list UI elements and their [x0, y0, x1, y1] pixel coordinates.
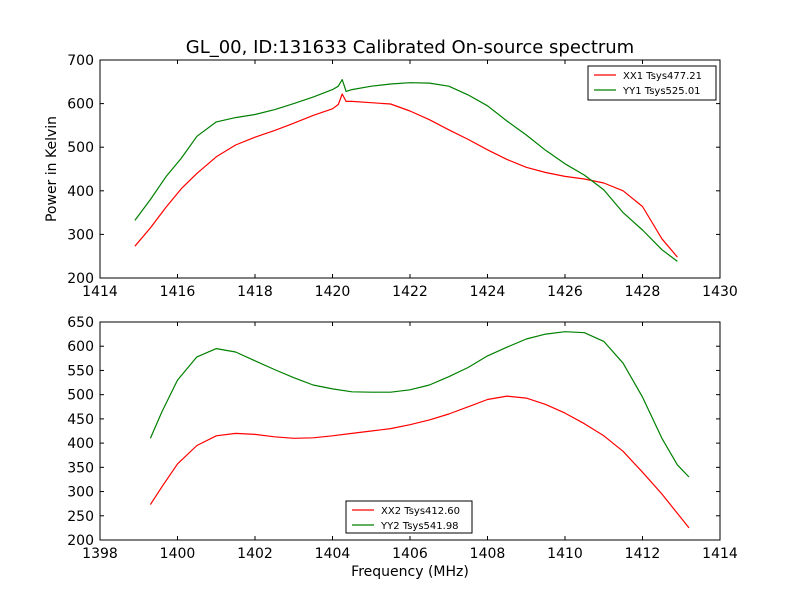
bottom-plot-panel: 1398 1400 1402 1404 1406 1408 1410 1412 1414 200 2…	[67, 315, 738, 562]
y-tick-label: 350	[67, 460, 94, 476]
series-line-2-1	[149, 395, 690, 529]
y-tick-label: 500	[67, 140, 94, 156]
y-tick-label: 300	[67, 485, 94, 501]
x-tick-label: 1430	[702, 284, 738, 300]
y-tick-label: 600	[67, 339, 94, 355]
x-tick-label: 1422	[392, 284, 428, 300]
y-tick-label: 250	[67, 509, 94, 525]
y-tick-label: 500	[67, 388, 94, 404]
y-tick-label: 450	[67, 412, 94, 428]
x-tick-label: 1424	[470, 284, 506, 300]
legend-entry: YY2 Tsys541.98	[380, 521, 459, 532]
x-tick-label: 1418	[237, 284, 273, 300]
legend-entry: XX1 Tsys477.21	[623, 71, 702, 82]
x-tick-label: 1426	[547, 284, 583, 300]
x-tick-label: 1404	[315, 546, 351, 562]
x-tick-label: 1398	[82, 546, 118, 562]
y-tick-label: 200	[67, 271, 94, 287]
series-line-1-2	[134, 78, 678, 262]
y-tick-label: 550	[67, 363, 94, 379]
x-tick-label: 1412	[625, 546, 661, 562]
y-tick-label: 200	[67, 533, 94, 549]
figure-title: GL_00, ID:131633 Calibrated On-source sp…	[186, 37, 634, 58]
x-tick-label: 1420	[315, 284, 351, 300]
x-tick-label: 1414	[702, 546, 738, 562]
x-tick-label: 1406	[392, 546, 428, 562]
legend-entry: XX2 Tsys412.60	[381, 506, 460, 517]
top-plot-panel: 1414 1416 1418 1420 1422 1424 1426 1428 1430 200 3…	[67, 53, 738, 300]
legend-box	[587, 65, 717, 101]
y-tick-label: 400	[67, 436, 94, 452]
y-tick-label: 300	[67, 227, 94, 243]
y-tick-label: 700	[67, 53, 94, 69]
y-axis-label: Power in Kelvin	[44, 116, 60, 222]
series-line-2-2	[149, 331, 690, 478]
x-tick-label: 1402	[237, 546, 273, 562]
x-tick-label: 1416	[160, 284, 196, 300]
legend: XX1 Tsys477.21 YY1 Tsys525.01	[587, 65, 717, 101]
x-tick-label: 1428	[625, 284, 661, 300]
y-tick-label: 600	[67, 97, 94, 113]
y-tick-label: 650	[67, 315, 94, 331]
y-tick-label: 400	[67, 184, 94, 200]
legend-box	[345, 500, 473, 534]
x-tick-label: 1400	[160, 546, 196, 562]
legend-entry: YY1 Tsys525.01	[622, 86, 701, 97]
legend: XX2 Tsys412.60 YY2 Tsys541.98	[345, 500, 473, 534]
series-line-1-1	[134, 93, 678, 258]
x-tick-label: 1408	[470, 546, 506, 562]
x-tick-label: 1410	[547, 546, 583, 562]
x-axis-label: Frequency (MHz)	[351, 564, 469, 580]
x-tick-label: 1414	[82, 284, 118, 300]
